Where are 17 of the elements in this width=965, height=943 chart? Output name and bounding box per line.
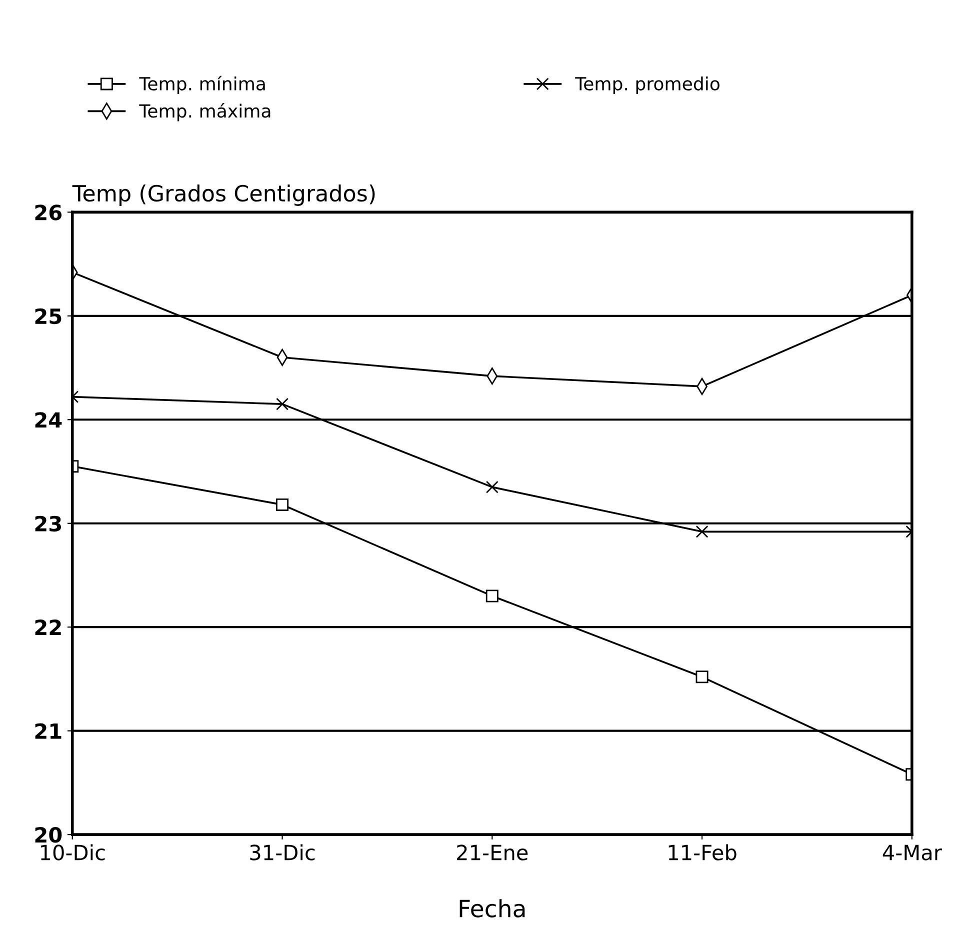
y-axis-title: Temp (Grados Centigrados): [72, 184, 375, 206]
x-tick-label: 31-Dic: [250, 844, 315, 860]
y-tick-label: 25: [35, 308, 62, 324]
y-tick-label: 23: [35, 516, 61, 532]
legend-label: Temp. promedio: [575, 76, 720, 94]
x-axis-title: Fecha: [460, 899, 525, 918]
y-tick-label: 22: [35, 620, 61, 636]
x-tick-label: 4-Mar: [882, 844, 942, 860]
y-tick-label: 20: [35, 827, 62, 843]
y-tick-label: 21: [35, 723, 62, 739]
legend-label: Temp. mínima: [139, 76, 265, 94]
x-tick-label: 10-Dic: [41, 844, 105, 860]
x-tick-label: 21-Ene: [457, 844, 528, 860]
legend-label: Temp. máxima: [139, 103, 270, 122]
y-tick-label: 24: [35, 412, 62, 428]
y-tick-label: 26: [35, 204, 62, 220]
x-tick-label: 11-Feb: [668, 844, 736, 860]
